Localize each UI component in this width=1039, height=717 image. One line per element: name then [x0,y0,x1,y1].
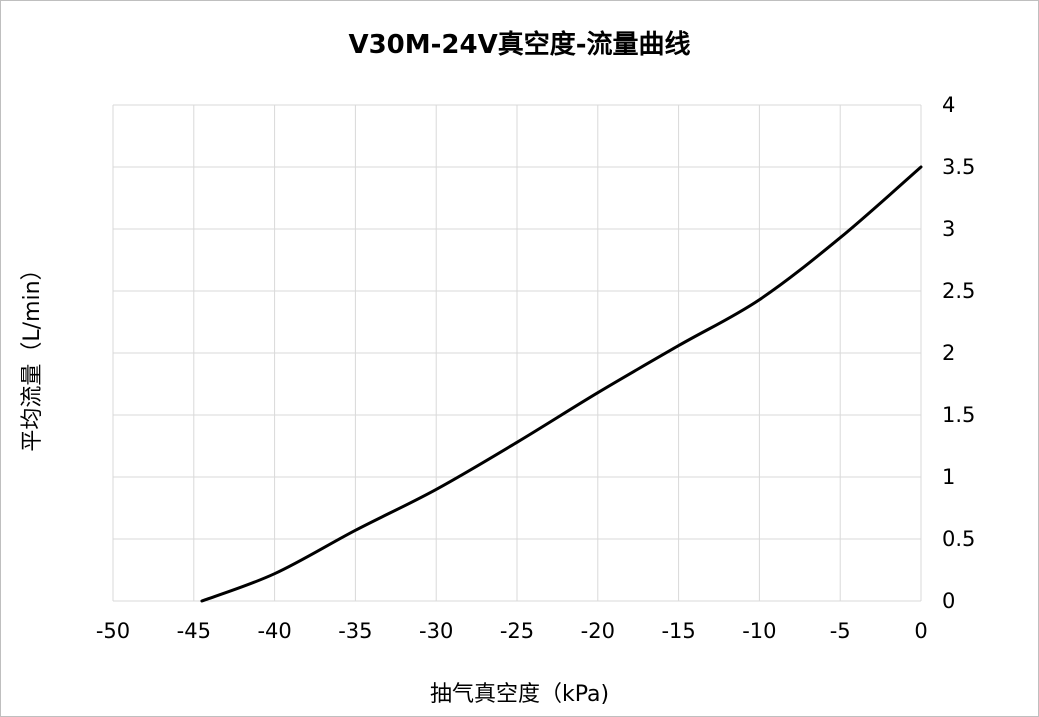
x-tick-label: -25 [500,619,534,643]
x-tick-label: -35 [338,619,372,643]
y-tick-label: 2.5 [942,279,975,303]
y-tick-label: 2 [942,341,955,365]
y-tick-label: 1.5 [942,403,975,427]
y-tick-labels: 0 0.5 1 1.5 2 2.5 3 3.5 4 [942,93,975,613]
y-tick-label: 0 [942,589,955,613]
x-tick-labels: -50 -45 -40 -35 -30 -25 -20 -15 -10 -5 0 [96,619,928,643]
x-tick-label: -45 [177,619,211,643]
x-tick-label: -40 [257,619,291,643]
x-tick-label: -50 [96,619,130,643]
x-tick-label: -30 [419,619,453,643]
y-tick-label: 3.5 [942,155,975,179]
y-tick-label: 4 [942,93,955,117]
x-tick-label: -5 [830,619,851,643]
y-tick-label: 1 [942,465,955,489]
x-tick-label: -20 [581,619,615,643]
x-tick-label: -10 [742,619,776,643]
grid-lines [112,104,922,602]
x-tick-label: 0 [914,619,927,643]
y-tick-label: 3 [942,217,955,241]
x-tick-label: -15 [661,619,695,643]
chart-title: V30M-24V真空度-流量曲线 [348,30,691,60]
x-axis-title: 抽气真空度（kPa) [429,682,610,707]
series-group [200,165,923,603]
y-tick-label: 0.5 [942,527,975,551]
series-line [200,165,923,603]
